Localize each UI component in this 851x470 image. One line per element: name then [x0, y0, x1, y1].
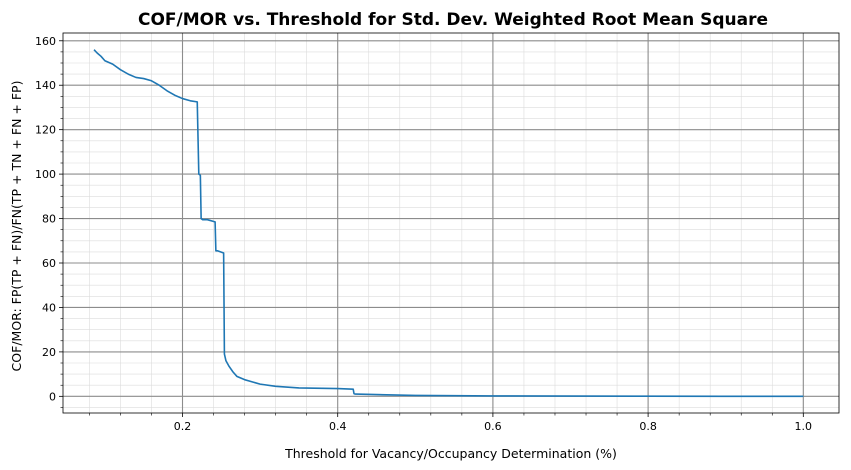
y-tick-label: 60 — [42, 257, 56, 270]
y-tick-label: 20 — [42, 346, 56, 359]
y-tick-label: 160 — [35, 35, 56, 48]
y-tick-label: 140 — [35, 79, 56, 92]
minor-grid — [63, 33, 839, 413]
y-tick-label: 100 — [35, 168, 56, 181]
tick-labels: 0.2 0.4 0.6 0.8 1.0 0 20 40 60 80 100 120 140 160 — [35, 35, 812, 433]
x-tick-label: 0.2 — [174, 420, 192, 433]
x-tick-label: 0.8 — [639, 420, 657, 433]
y-axis-label: COF/MOR: FP(TP + FN)/FN(TP + TN + FN + F… — [9, 81, 24, 372]
y-tick-label: 120 — [35, 124, 56, 137]
y-tick-label: 0 — [49, 390, 56, 403]
axis-ticks — [59, 40, 804, 417]
series-line — [93, 49, 804, 398]
x-axis-label: Threshold for Vacancy/Occupancy Determin… — [284, 446, 617, 461]
series-layer — [93, 49, 804, 398]
y-tick-label: 80 — [42, 213, 56, 226]
x-tick-label: 0.6 — [484, 420, 502, 433]
plot-frame — [62, 32, 840, 414]
y-tick-label: 40 — [42, 301, 56, 314]
x-tick-label: 1.0 — [795, 420, 813, 433]
major-grid — [63, 33, 839, 413]
x-tick-label: 0.4 — [329, 420, 347, 433]
chart-title: COF/MOR vs. Threshold for Std. Dev. Weig… — [138, 10, 768, 30]
